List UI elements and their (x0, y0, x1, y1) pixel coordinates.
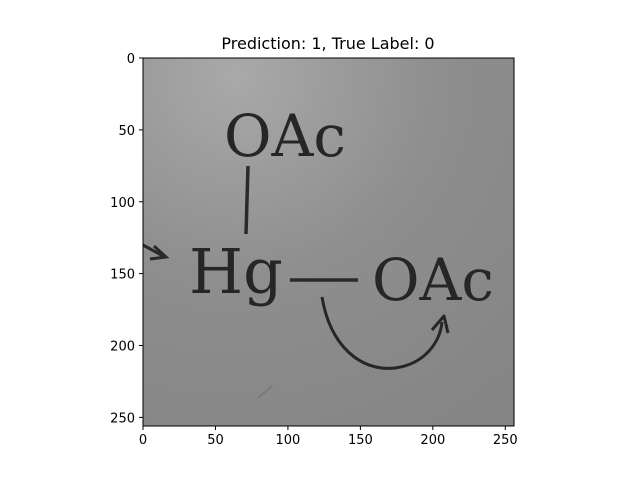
y-tick-label: 250 (110, 411, 135, 426)
x-tick-label: 50 (207, 433, 224, 448)
x-tick-label: 250 (493, 433, 518, 448)
x-tick-label: 200 (420, 433, 445, 448)
faint-mark (257, 385, 273, 399)
chem-label-top-oac: OAc (224, 102, 346, 170)
x-tick-label: 150 (348, 433, 373, 448)
x-tick-label: 100 (276, 433, 301, 448)
vertical-bond (244, 165, 250, 235)
left-arrow-head-icon (149, 244, 170, 261)
x-axis-ticks: 0 50 100 150 200 250 (139, 426, 518, 448)
paper-background (143, 58, 514, 426)
y-axis-ticks: 0 50 100 150 200 250 (110, 52, 143, 426)
image-area: OAc Hg OAc (143, 58, 514, 426)
y-tick-label: 200 (110, 340, 135, 355)
chem-label-right-oac: OAc (372, 246, 494, 314)
y-tick-label: 100 (110, 196, 135, 211)
curved-arrow-icon (320, 296, 444, 370)
left-arrow-icon (143, 243, 164, 258)
figure-title: Prediction: 1, True Label: 0 (221, 34, 434, 53)
axes-frame (142, 57, 515, 427)
y-tick-label: 50 (118, 124, 135, 139)
curved-arrow-head-icon (430, 314, 450, 334)
y-tick-label: 150 (110, 268, 135, 283)
x-tick-label: 0 (139, 433, 147, 448)
y-tick-label: 0 (127, 52, 135, 67)
chem-label-hg: Hg (189, 235, 283, 308)
